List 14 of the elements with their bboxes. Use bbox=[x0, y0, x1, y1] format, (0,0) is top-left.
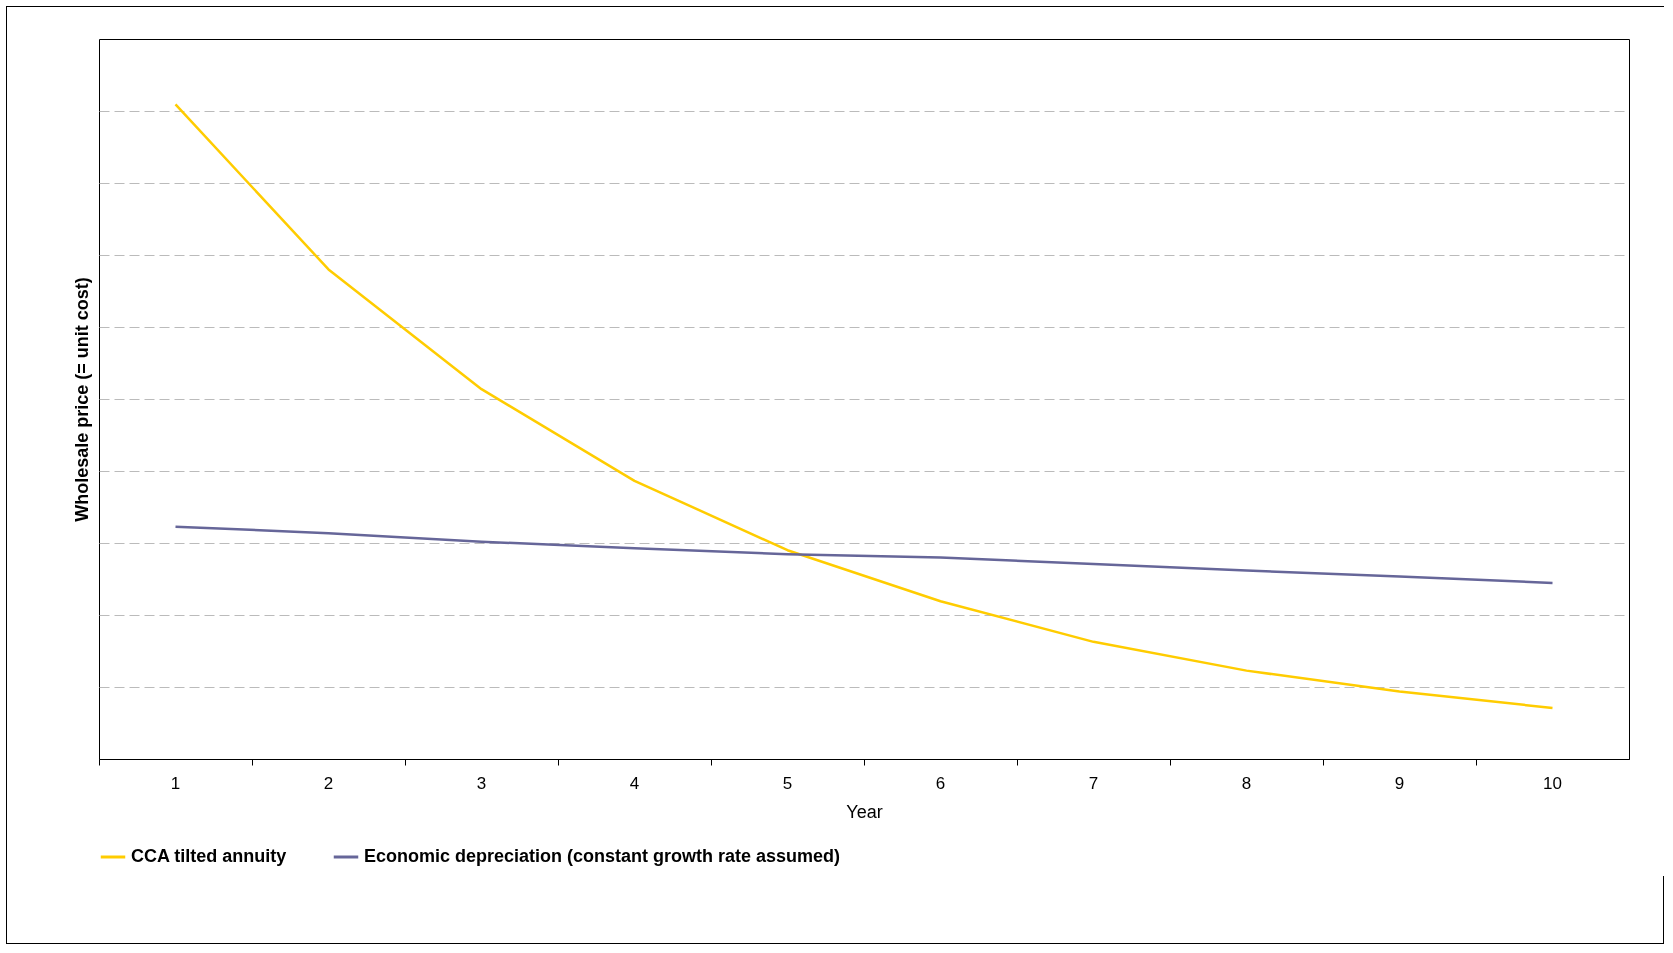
x-tick-label: 5 bbox=[782, 773, 793, 793]
x-tick-label: 6 bbox=[935, 773, 946, 793]
legend-label: CCA tilted annuity bbox=[131, 846, 287, 866]
x-tick-label: 10 bbox=[1543, 773, 1562, 793]
x-tick-label: 2 bbox=[323, 773, 334, 793]
x-tick-label: 7 bbox=[1088, 773, 1099, 793]
x-tick-label: 3 bbox=[476, 773, 487, 793]
x-tick-label: 9 bbox=[1394, 773, 1405, 793]
x-tick-label: 4 bbox=[629, 773, 640, 793]
x-tick-label: 8 bbox=[1241, 773, 1252, 793]
x-axis-title: Year bbox=[846, 801, 883, 822]
x-tick-label: 1 bbox=[170, 773, 181, 793]
y-axis-title: Wholesale price (= unit cost) bbox=[71, 277, 92, 522]
legend-label: Economic depreciation (constant growth rate assumed) bbox=[364, 846, 841, 866]
